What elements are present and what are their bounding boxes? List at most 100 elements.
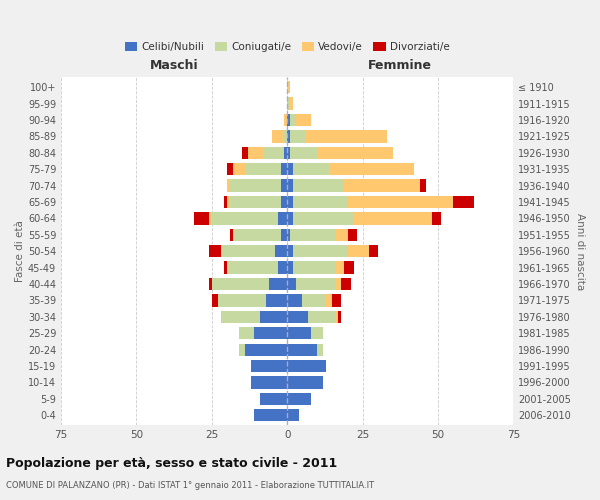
Bar (212, 294, 218, 306)
Bar (287, 130, 290, 142)
Bar (335, 310, 338, 323)
Bar (230, 228, 233, 241)
Bar (308, 310, 335, 323)
Bar (296, 114, 311, 126)
Bar (326, 294, 332, 306)
Bar (281, 163, 287, 175)
Bar (335, 278, 341, 290)
Bar (260, 310, 287, 323)
Bar (242, 146, 248, 159)
Bar (287, 262, 293, 274)
Bar (311, 327, 323, 340)
Bar (332, 294, 341, 306)
Bar (284, 114, 287, 126)
Bar (293, 163, 329, 175)
Bar (287, 344, 317, 356)
Bar (335, 262, 344, 274)
Bar (287, 81, 290, 94)
Bar (209, 278, 212, 290)
Legend: Celibi/Nubili, Coniugati/e, Vedovi/e, Divorziati/e: Celibi/Nubili, Coniugati/e, Vedovi/e, Di… (121, 38, 454, 56)
Bar (218, 294, 266, 306)
Bar (290, 98, 293, 110)
Bar (287, 196, 293, 208)
Bar (341, 278, 350, 290)
Bar (230, 180, 281, 192)
Bar (245, 344, 287, 356)
Bar (224, 262, 227, 274)
Bar (287, 228, 290, 241)
Bar (239, 327, 254, 340)
Bar (251, 360, 287, 372)
Bar (305, 130, 387, 142)
Y-axis label: Fasce di età: Fasce di età (15, 220, 25, 282)
Bar (281, 228, 287, 241)
Bar (432, 212, 441, 224)
Bar (347, 196, 453, 208)
Bar (221, 310, 260, 323)
Bar (248, 146, 263, 159)
Text: Maschi: Maschi (150, 60, 199, 72)
Bar (287, 163, 293, 175)
Bar (335, 228, 347, 241)
Bar (287, 180, 293, 192)
Bar (281, 196, 287, 208)
Bar (329, 163, 414, 175)
Bar (338, 310, 341, 323)
Bar (287, 327, 311, 340)
Bar (293, 180, 344, 192)
Bar (233, 228, 281, 241)
Text: COMUNE DI PALANZANO (PR) - Dati ISTAT 1° gennaio 2011 - Elaborazione TUTTITALIA.: COMUNE DI PALANZANO (PR) - Dati ISTAT 1°… (6, 480, 374, 490)
Text: Femmine: Femmine (368, 60, 432, 72)
Bar (317, 344, 323, 356)
Bar (293, 196, 347, 208)
Bar (287, 376, 323, 388)
Bar (290, 130, 305, 142)
Bar (263, 146, 284, 159)
Bar (290, 146, 317, 159)
Bar (284, 146, 287, 159)
Bar (227, 180, 230, 192)
Bar (251, 376, 287, 388)
Bar (212, 212, 278, 224)
Bar (290, 228, 335, 241)
Bar (227, 262, 278, 274)
Bar (347, 228, 356, 241)
Bar (368, 245, 377, 258)
Bar (227, 163, 233, 175)
Bar (221, 245, 275, 258)
Bar (317, 146, 393, 159)
Bar (287, 360, 326, 372)
Bar (293, 212, 353, 224)
Text: Popolazione per età, sesso e stato civile - 2011: Popolazione per età, sesso e stato civil… (6, 458, 337, 470)
Bar (278, 262, 287, 274)
Bar (344, 180, 420, 192)
Bar (353, 212, 432, 224)
Bar (275, 245, 287, 258)
Bar (233, 163, 245, 175)
Bar (453, 196, 474, 208)
Bar (302, 294, 326, 306)
Bar (266, 294, 287, 306)
Bar (254, 327, 287, 340)
Bar (278, 212, 287, 224)
Bar (287, 278, 296, 290)
Bar (287, 392, 311, 405)
Bar (209, 212, 212, 224)
Bar (344, 262, 353, 274)
Bar (287, 114, 290, 126)
Bar (209, 245, 221, 258)
Bar (420, 180, 426, 192)
Bar (224, 196, 227, 208)
Bar (287, 98, 290, 110)
Bar (212, 278, 269, 290)
Bar (287, 245, 293, 258)
Bar (245, 163, 281, 175)
Y-axis label: Anni di nascita: Anni di nascita (575, 212, 585, 290)
Bar (227, 196, 230, 208)
Bar (287, 146, 290, 159)
Bar (290, 114, 296, 126)
Bar (269, 278, 287, 290)
Bar (239, 344, 245, 356)
Bar (260, 392, 287, 405)
Bar (281, 180, 287, 192)
